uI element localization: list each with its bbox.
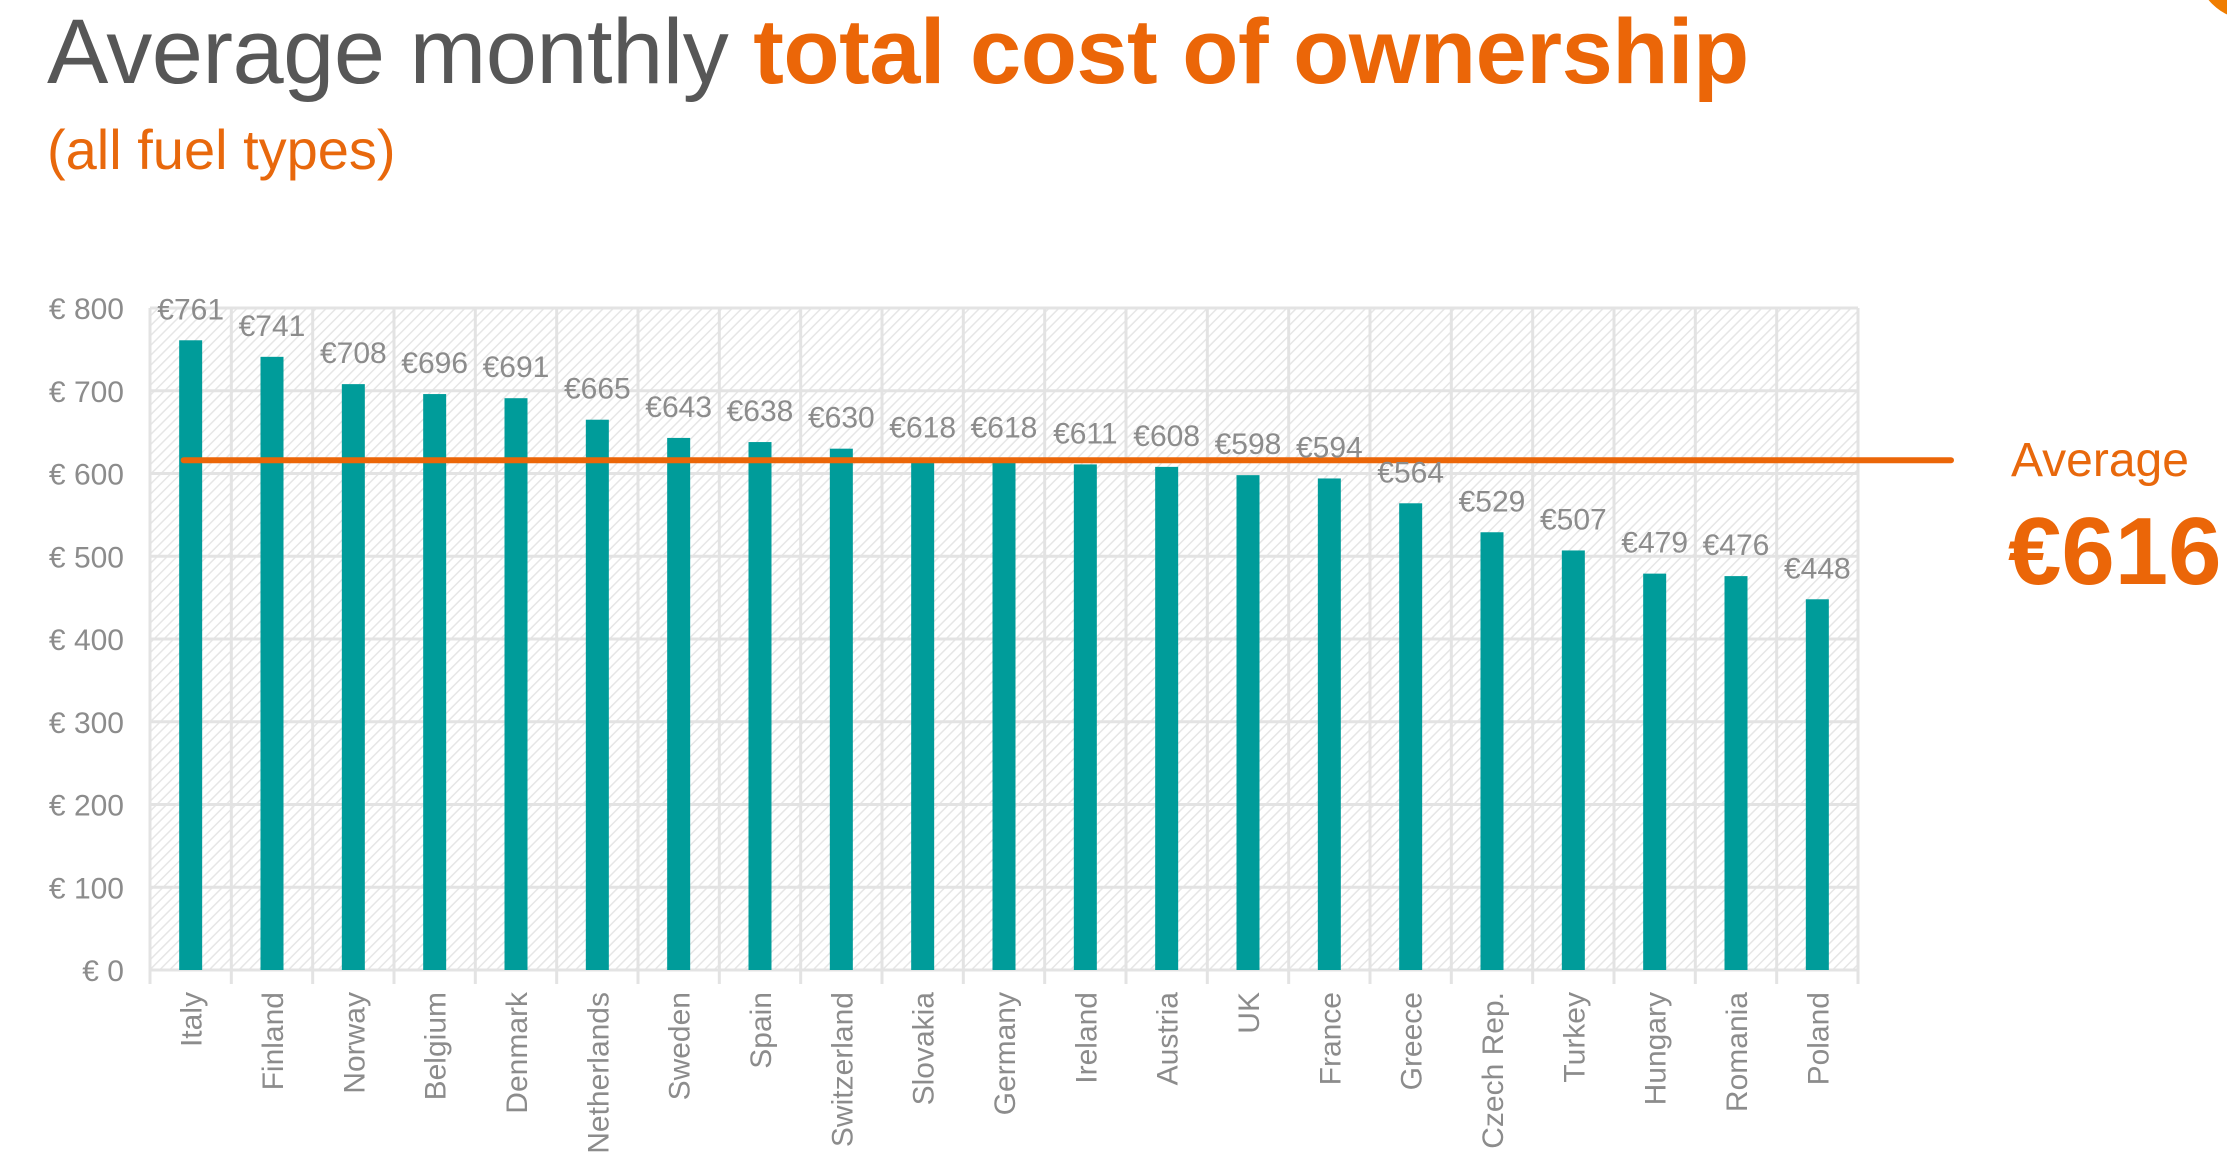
x-tick-label: Sweden [664,992,697,1100]
data-label: €630 [808,402,875,435]
x-tick-label: Turkey [1558,992,1591,1083]
bars [179,340,1829,971]
x-tick-label: Italy [176,992,209,1047]
x-tick-label: Germany [989,992,1022,1115]
x-tick-label: Ireland [1070,992,1103,1084]
data-label: €696 [401,347,468,380]
y-tick-label: € 400 [49,624,124,657]
x-tick-label: Norway [338,992,371,1094]
bar-finland [260,356,284,970]
data-labels: €761 €741 €708 €696 €691 €665 €643 €638 €630 €618… [157,293,1850,585]
x-tick-label: Netherlands [582,992,615,1154]
bar-czech-rep [1480,532,1504,970]
x-tick-label: UK [1233,992,1266,1034]
data-label: €611 [1053,417,1118,450]
average-label: Average [2011,434,2189,487]
y-tick-label: € 700 [49,376,124,409]
y-tick-label: € 200 [49,790,124,823]
bar-belgium [423,394,447,970]
page-subtitle: (all fuel types) [47,118,396,181]
bar-denmark [504,398,528,970]
bar-italy [179,340,203,971]
y-tick-label: € 0 [82,955,124,988]
y-tick-label: € 600 [49,459,124,492]
data-label: €708 [320,337,387,370]
x-tick-label: Greece [1396,992,1429,1090]
x-tick-label: Denmark [501,991,534,1114]
bar-turkey [1561,550,1585,970]
bar-greece [1399,503,1423,970]
bar-uk [1236,475,1260,970]
data-label: €665 [564,373,631,406]
x-tick-label: Poland [1802,992,1835,1085]
title-highlight: total cost of ownership [753,1,1749,103]
bar-sweden [667,437,691,971]
x-tick-label: Romania [1721,992,1754,1112]
data-label: €741 [239,310,306,343]
y-tick-label: € 300 [49,707,124,740]
data-label: €643 [645,391,712,424]
bar-spain [748,442,772,970]
x-axis: Italy Finland Norway Belgium Denmark Netherla… [176,991,1836,1154]
data-label: €479 [1621,527,1688,560]
bar-ireland [1073,464,1097,970]
bar-romania [1724,576,1748,970]
x-tick-label: Belgium [420,992,453,1100]
y-tick-label: € 800 [49,293,124,326]
x-tick-label: Hungary [1640,992,1673,1105]
page-title: Average monthly total cost of ownership [47,2,1749,102]
x-tick-label: Switzerland [826,992,859,1147]
y-axis: € 0 € 100 € 200 € 300 € 400 € 500 € 600 € 700 € … [49,293,124,988]
bar-switzerland [829,448,853,970]
bar-france [1317,478,1341,970]
data-label: €761 [157,293,224,326]
title-plain: Average monthly [47,1,754,103]
bar-hungary [1643,573,1667,970]
x-tick-label: Czech Rep. [1477,992,1510,1149]
bar-norway [341,384,365,970]
bar-austria [1155,466,1179,970]
data-label: €618 [971,412,1038,445]
data-label: €598 [1215,428,1282,461]
data-label: €507 [1540,503,1607,536]
data-label: €638 [727,395,794,428]
x-tick-label: Spain [745,992,778,1069]
data-label: €529 [1459,485,1526,518]
data-label: €618 [889,412,956,445]
data-label: €448 [1784,552,1851,585]
data-label: €691 [483,351,550,384]
data-label: €564 [1377,456,1444,489]
y-tick-label: € 100 [49,872,124,905]
bar-germany [992,458,1016,970]
data-label: €594 [1296,431,1363,464]
data-label: €608 [1133,420,1200,453]
bar-netherlands [585,419,609,970]
x-tick-label: Slovakia [908,992,941,1106]
average-value: €616 [2008,498,2222,605]
x-tick-label: Finland [257,992,290,1090]
bar-slovakia [911,458,935,970]
x-tick-label: Austria [1152,992,1185,1086]
y-tick-label: € 500 [49,541,124,574]
x-tick-label: France [1314,992,1347,1085]
data-label: €476 [1703,529,1770,562]
bar-poland [1805,599,1829,970]
